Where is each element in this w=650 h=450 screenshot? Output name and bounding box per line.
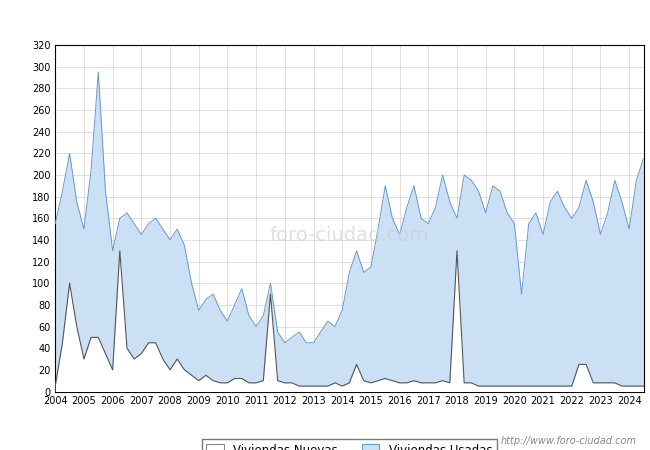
Legend: Viviendas Nuevas, Viviendas Usadas: Viviendas Nuevas, Viviendas Usadas bbox=[202, 439, 497, 450]
Text: foro-ciudad.com: foro-ciudad.com bbox=[270, 226, 429, 245]
Text: http://www.foro-ciudad.com: http://www.foro-ciudad.com bbox=[501, 436, 637, 446]
Text: Nerja - Evolucion del Nº de Transacciones Inmobiliarias: Nerja - Evolucion del Nº de Transaccione… bbox=[114, 13, 536, 28]
